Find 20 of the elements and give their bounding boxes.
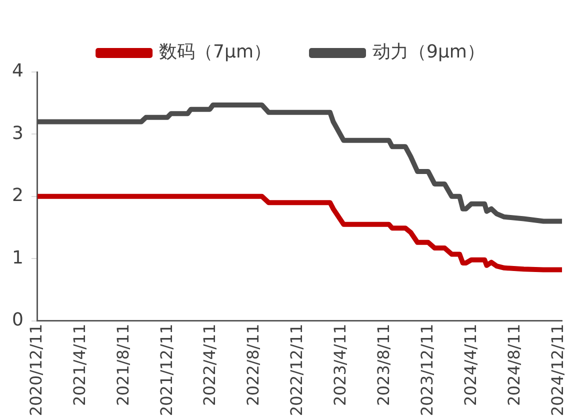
y-tick-label: 1 <box>12 247 24 268</box>
legend-label: 数码（7μm） <box>159 42 272 63</box>
x-tick-label: 2021/8/11 <box>113 324 132 406</box>
x-tick-label: 2024/8/11 <box>504 324 524 406</box>
y-tick-label: 3 <box>12 122 24 144</box>
x-tick-label: 2021/12/11 <box>156 324 176 416</box>
x-tick-label: 2023/4/11 <box>330 324 350 406</box>
legend-label: 动力（9μm） <box>372 42 485 63</box>
x-tick-label: 2024/4/11 <box>460 324 480 406</box>
x-tick-label: 2022/4/11 <box>200 324 220 406</box>
x-tick-label: 2022/8/11 <box>244 324 263 406</box>
x-tick-label: 2020/12/11 <box>26 324 46 416</box>
x-tick-label: 2022/12/11 <box>287 324 306 416</box>
y-tick-label: 0 <box>12 309 24 330</box>
x-tick-label: 2024/12/11 <box>548 324 567 416</box>
x-tick-label: 2021/4/11 <box>70 324 89 406</box>
y-tick-label: 4 <box>12 60 24 82</box>
x-tick-label: 2023/12/11 <box>417 324 436 416</box>
x-tick-label: 2023/8/11 <box>374 324 393 406</box>
y-tick-label: 2 <box>12 185 24 206</box>
